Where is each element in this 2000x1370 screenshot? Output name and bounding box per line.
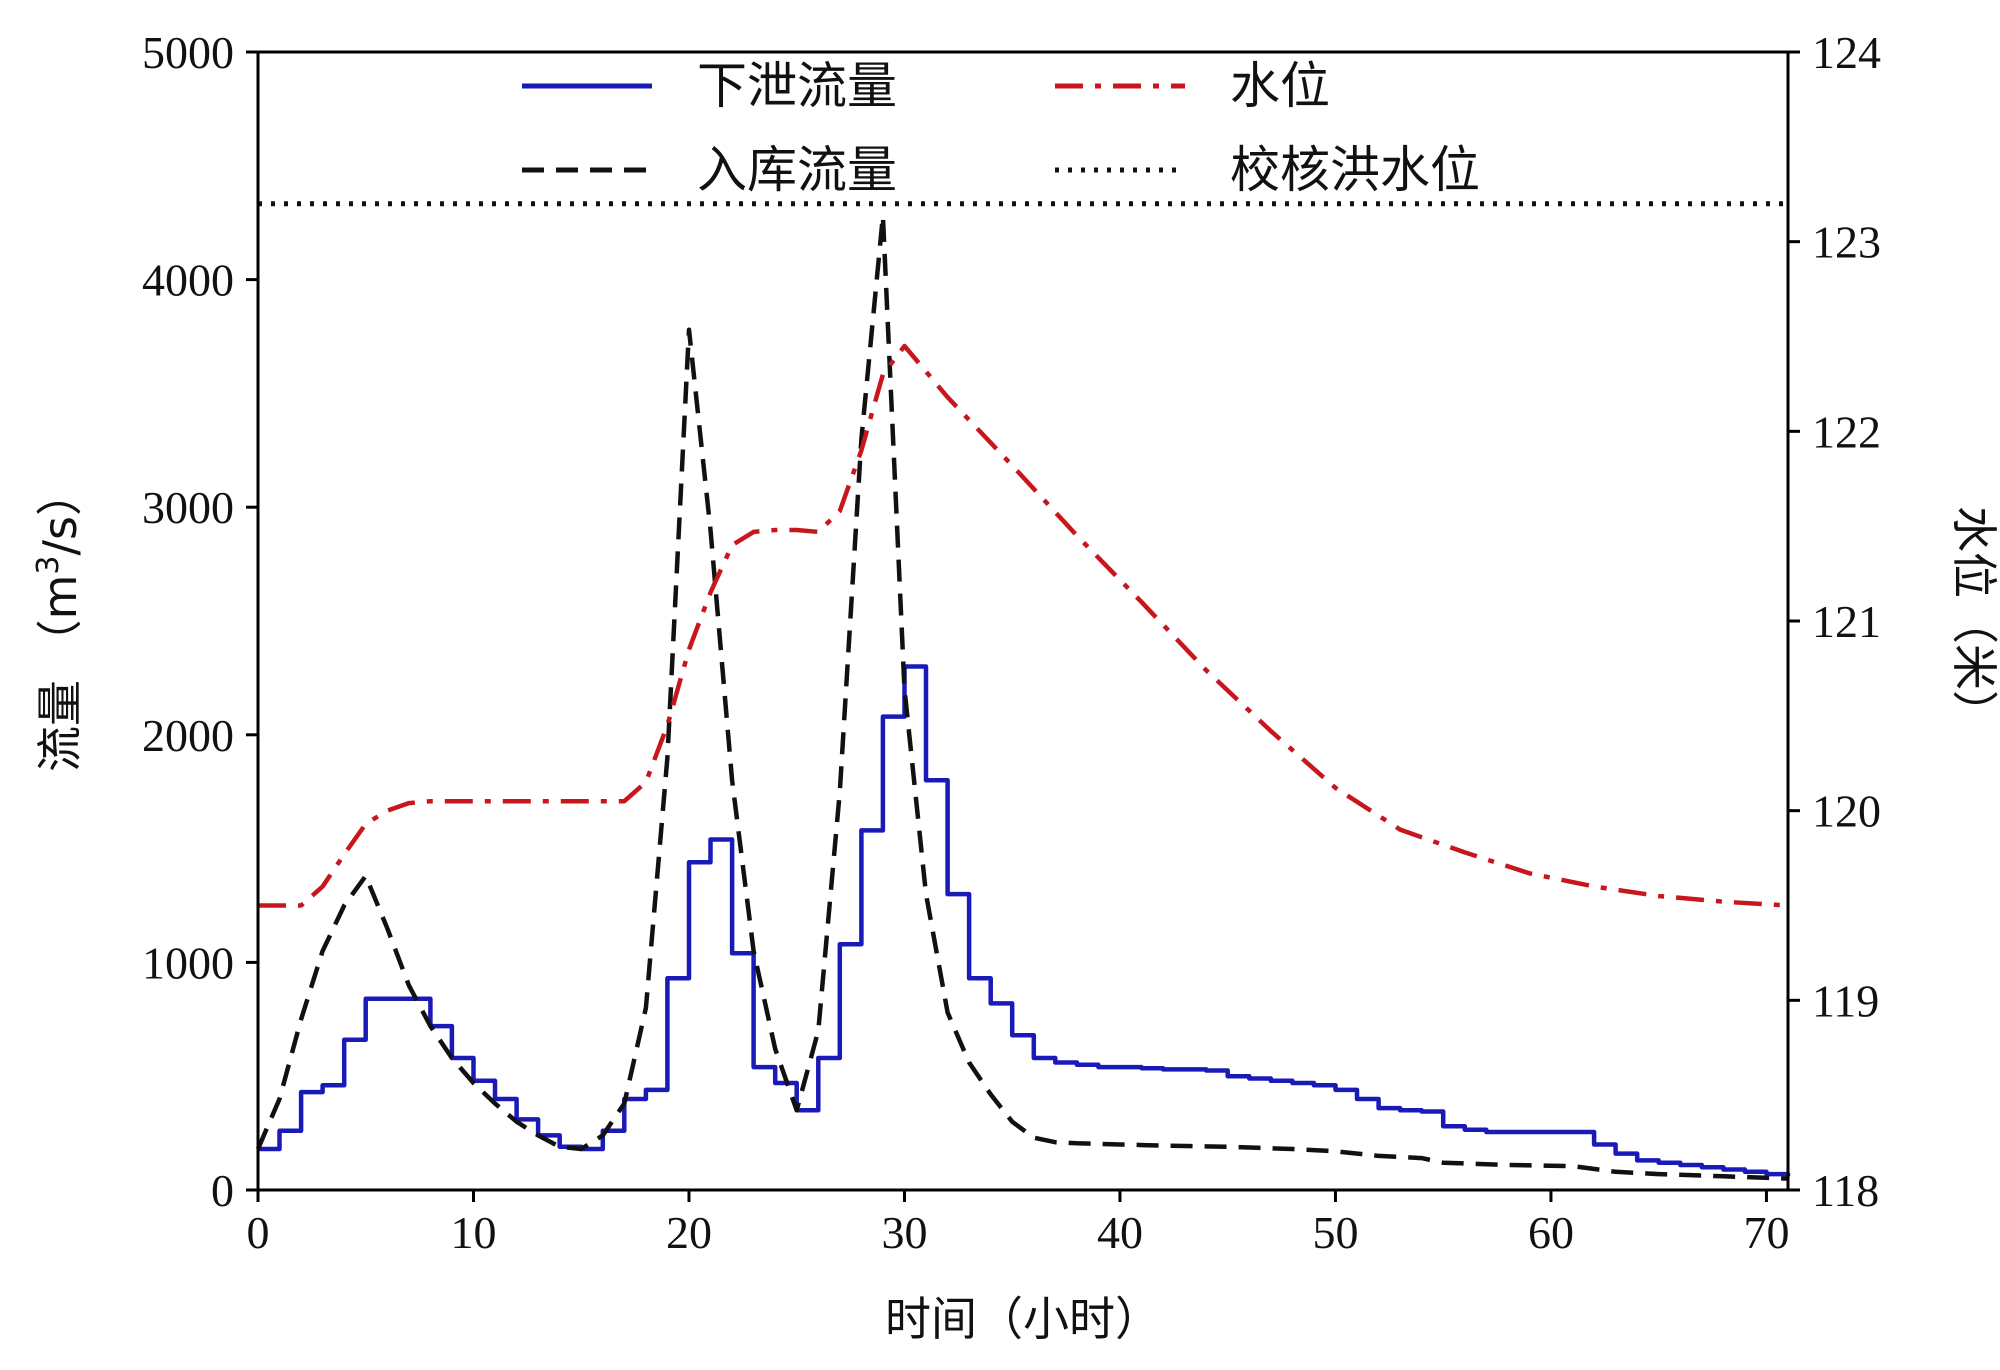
legend-label: 下泄流量 bbox=[697, 57, 897, 115]
y-axis-label-prefix: 流量 （m bbox=[33, 575, 87, 772]
legend-label: 水位 bbox=[1230, 57, 1330, 115]
x-tick-label: 50 bbox=[1312, 1207, 1358, 1258]
y2-tick-label: 121 bbox=[1812, 596, 1881, 647]
series-line-2 bbox=[255, 213, 1789, 1181]
y2-tick-label: 123 bbox=[1812, 217, 1881, 268]
y2-tick-label: 119 bbox=[1812, 975, 1879, 1026]
y-axis-ticks: 0 1000 2000 3000 4000 5000 bbox=[142, 27, 258, 1216]
x-tick-label: 60 bbox=[1528, 1207, 1574, 1258]
y-tick-label: 2000 bbox=[142, 710, 234, 761]
y-axis-label: 流量 （m3/s） bbox=[31, 470, 87, 772]
y-tick-label: 5000 bbox=[142, 27, 234, 78]
x-tick-label: 70 bbox=[1743, 1207, 1789, 1258]
x-tick-label: 30 bbox=[881, 1207, 927, 1258]
series-line-1 bbox=[258, 664, 1791, 1177]
y2-tick-label: 124 bbox=[1812, 27, 1881, 78]
y2-tick-label: 120 bbox=[1812, 786, 1881, 837]
y2-tick-label: 118 bbox=[1812, 1165, 1879, 1216]
x-tick-label: 10 bbox=[450, 1207, 496, 1258]
y2-axis-ticks: 118 119 120 121 122 123 124 bbox=[1788, 27, 1881, 1216]
legend-label: 校核洪水位 bbox=[1230, 141, 1480, 199]
plot-frame bbox=[256, 50, 1790, 1192]
y-axis-label-suffix: /s） bbox=[33, 470, 87, 555]
y-tick-label: 1000 bbox=[142, 937, 234, 988]
x-tick-label: 0 bbox=[247, 1207, 270, 1258]
legend-label: 入库流量 bbox=[697, 141, 897, 199]
x-axis-label: 时间（小时） bbox=[885, 1292, 1161, 1346]
y-axis-label-superscript: 3 bbox=[31, 555, 66, 574]
x-tick-label: 40 bbox=[1097, 1207, 1143, 1258]
series-line-3 bbox=[258, 343, 1789, 908]
y2-axis-label: 水位（米） bbox=[1947, 506, 2000, 736]
y2-tick-label: 122 bbox=[1812, 406, 1881, 457]
y-tick-label: 3000 bbox=[142, 482, 234, 533]
x-tick-label: 20 bbox=[666, 1207, 712, 1258]
y-tick-label: 0 bbox=[211, 1165, 234, 1216]
y-tick-label: 4000 bbox=[142, 255, 234, 306]
series-layer bbox=[255, 201, 1791, 1181]
x-axis-ticks: 0 10 20 30 40 50 60 70 bbox=[247, 1190, 1789, 1258]
